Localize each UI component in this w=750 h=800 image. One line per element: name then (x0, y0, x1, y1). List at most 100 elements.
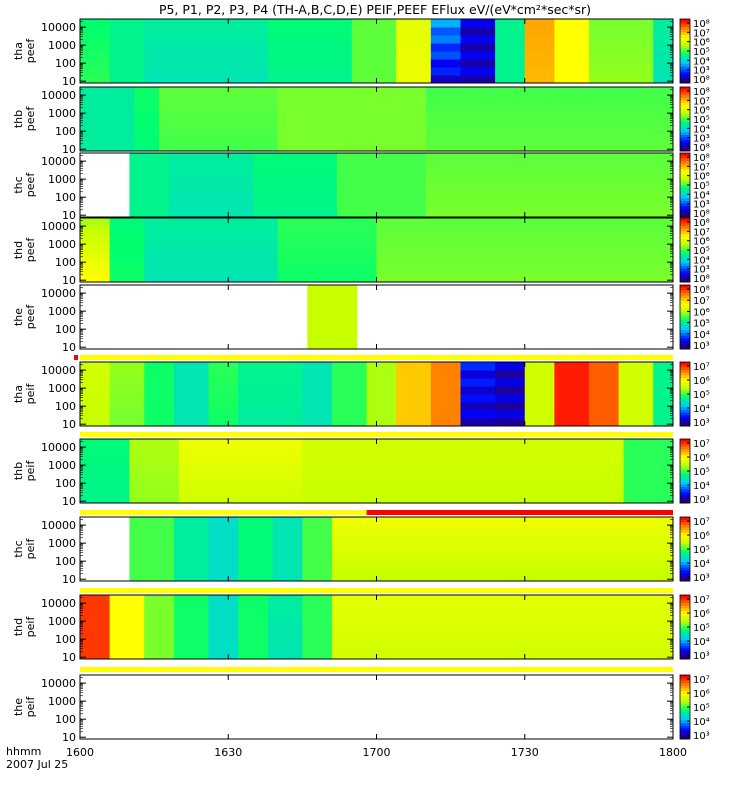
spectrogram-cell (307, 293, 358, 302)
colorbar-tick-label: 10⁷ (693, 28, 710, 39)
colorbar-swatch (680, 119, 690, 123)
spectrogram-cell (272, 541, 303, 550)
spectrogram-cell (653, 394, 674, 403)
spectrogram-cell (238, 386, 303, 395)
spectrogram-cell (129, 495, 180, 504)
spectrogram-cell (80, 119, 135, 128)
spectrogram-cell (173, 611, 209, 620)
spectrogram-cell (332, 525, 674, 534)
spectrogram-cell (554, 370, 590, 379)
colorbar-swatch (680, 380, 690, 384)
spectrogram-cell (495, 362, 526, 371)
spectrogram-cell (366, 378, 397, 387)
spectrogram-cell (277, 234, 377, 243)
spectrogram-cell (129, 565, 175, 574)
colorbar-swatch (680, 56, 690, 60)
colorbar-tick-label: 10³ (693, 66, 710, 77)
colorbar-swatch (680, 209, 690, 213)
colorbar-swatch (680, 290, 690, 294)
spectrogram-cell (173, 418, 209, 427)
colorbar-swatch (680, 643, 690, 647)
colorbar-swatch (680, 736, 690, 740)
spectrogram-cell (238, 635, 269, 644)
colorbar-swatch (680, 325, 690, 329)
spectrogram-cell (376, 258, 674, 267)
colorbar-tick-label: 10⁵ (693, 246, 710, 257)
spectrogram-cell (129, 517, 175, 526)
spectrogram-cell (252, 169, 338, 178)
spectrogram-cell (144, 266, 279, 275)
colorbar-swatch (680, 471, 690, 475)
spectrogram-cell (430, 370, 462, 379)
spectrogram-cell (80, 143, 135, 152)
colorbar-swatch (680, 223, 690, 227)
spectrogram-cell (80, 627, 111, 636)
colorbar-swatch (680, 578, 690, 582)
y-tick-label: 10 (62, 731, 76, 744)
colorbar-swatch (680, 309, 690, 313)
spectrogram-cell (302, 635, 333, 644)
spectrogram-cell (277, 87, 427, 96)
colorbar-swatch (680, 522, 690, 526)
spectrogram-cell (109, 274, 145, 283)
status-bar-5 (80, 667, 673, 672)
colorbar-swatch (680, 391, 690, 395)
spectrogram-cell (430, 67, 462, 76)
colorbar-swatch (680, 600, 690, 604)
spectrogram-cell (80, 378, 111, 387)
spectrogram-cell (80, 611, 111, 620)
spectrogram-cell (80, 362, 111, 371)
spectrogram-cell (307, 309, 358, 318)
spectrogram-cell (653, 59, 674, 68)
spectrogram-cell (302, 463, 625, 472)
spectrogram-cell (238, 402, 303, 411)
spectrogram-cell (144, 410, 175, 419)
colorbar-swatch (680, 48, 690, 52)
spectrogram-cell (80, 635, 111, 644)
spectrogram-cell (618, 410, 654, 419)
colorbar-swatch (680, 252, 690, 256)
spectrogram-cell (623, 455, 674, 464)
y-tick-label: 10000 (41, 519, 76, 532)
spectrogram-cell (109, 595, 145, 604)
y-axis-label: thdpeef (12, 237, 37, 263)
spectrogram-cell (272, 565, 303, 574)
spectrogram-cell (109, 35, 145, 44)
spectrogram-cell (307, 325, 358, 334)
spectrogram-cell (144, 226, 279, 235)
spectrogram-cell (109, 619, 145, 628)
spectrogram-cell (109, 218, 145, 227)
colorbar-swatch (680, 295, 690, 299)
colorbar-swatch (680, 21, 690, 25)
spectrogram-cell (332, 386, 368, 395)
colorbar-swatch (680, 72, 690, 76)
spectrogram-cell (129, 541, 175, 550)
spectrogram-cell (267, 27, 353, 36)
y-axis-label-line2: peef (24, 38, 37, 64)
spectrogram-cell (144, 19, 269, 28)
y-tick-label: 100 (55, 125, 76, 138)
spectrogram-cell (460, 27, 496, 36)
colorbar-swatch (680, 627, 690, 631)
time-tick-label: 1800 (659, 746, 687, 759)
y-axis-label-line1: tha (12, 385, 25, 403)
colorbar-swatch (680, 575, 690, 579)
spectrogram-cell (554, 378, 590, 387)
spectrogram-cell (129, 463, 180, 472)
colorbar-tick-label: 10⁷ (693, 675, 710, 686)
spectrogram-cell (588, 386, 620, 395)
colorbar-swatch (680, 535, 690, 539)
spectrogram-cell (173, 370, 209, 379)
y-axis-label: thdpeif (12, 616, 37, 638)
status-bar-2 (80, 432, 673, 437)
spectrogram-cell (168, 185, 254, 194)
colorbar-swatch (680, 677, 690, 681)
spectrogram-cell (277, 119, 427, 128)
status-marker (74, 355, 78, 360)
colorbar-swatch (680, 720, 690, 724)
colorbar-swatch (680, 603, 690, 607)
spectrogram-cell (495, 378, 526, 387)
y-tick-label: 10 (62, 143, 76, 156)
panel-3: 10000100010010thcpeef10⁸10⁷10⁶10⁵10⁴10³1… (12, 152, 710, 222)
